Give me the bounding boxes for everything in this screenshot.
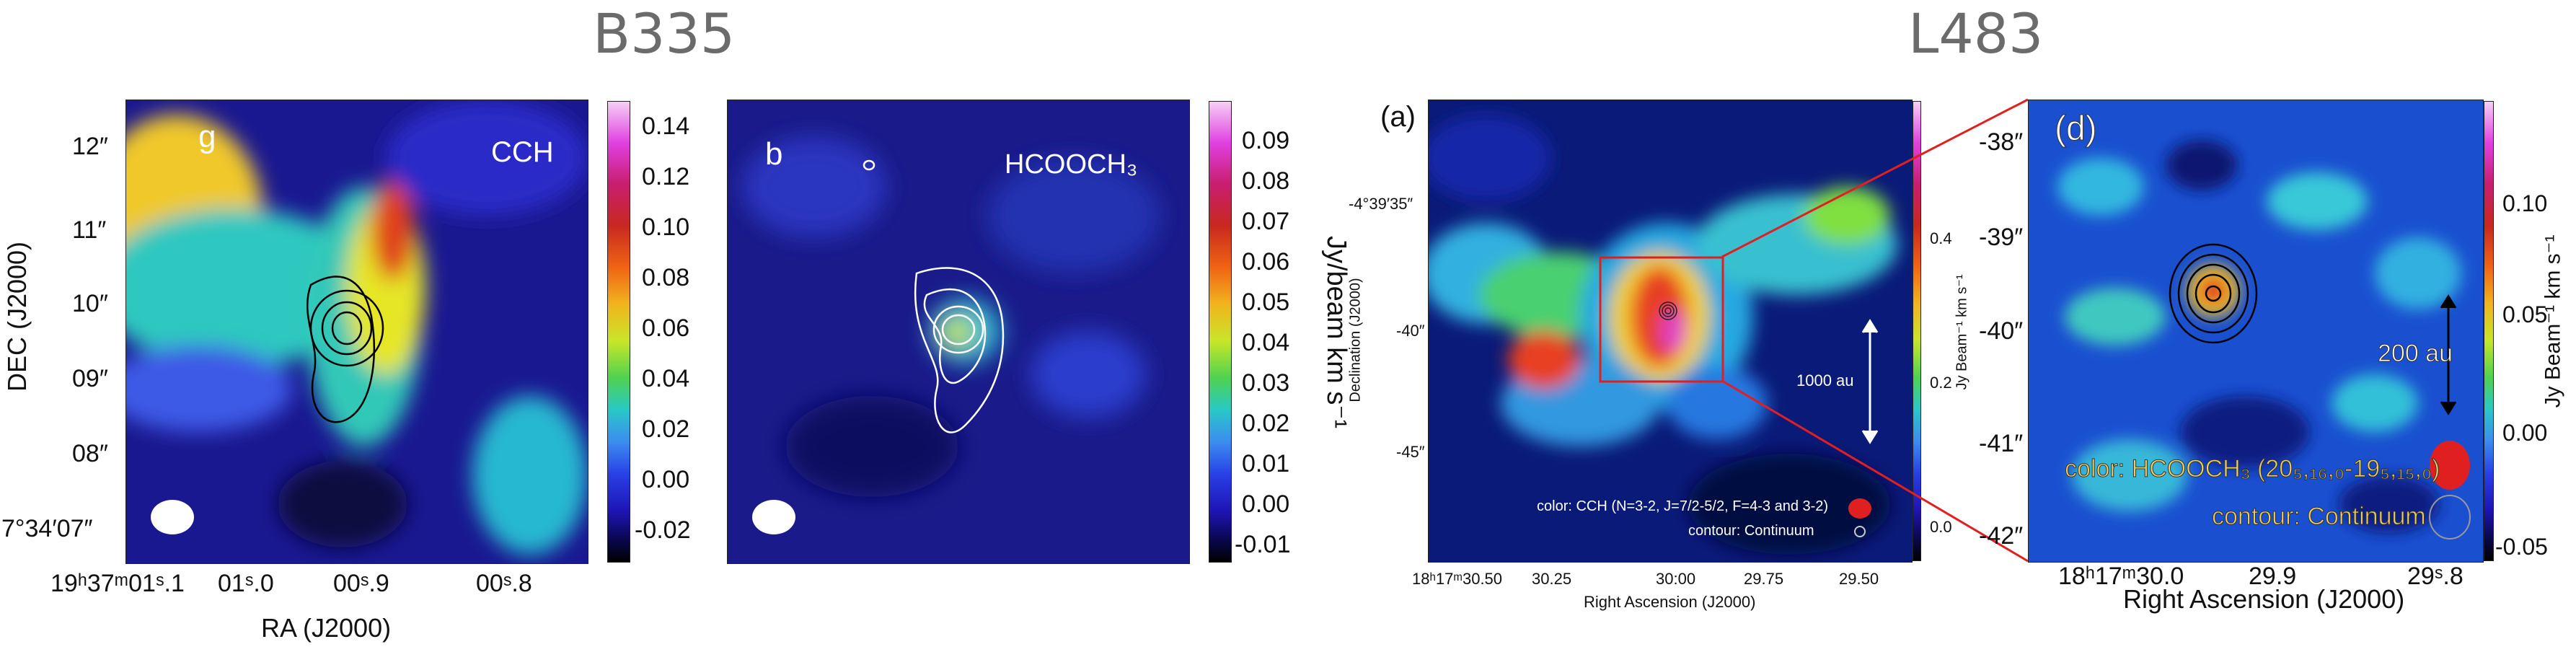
panel-g-cch-map: g CCH — [125, 100, 588, 564]
panel-g-colorbar — [607, 101, 630, 563]
cbar-tick: 0.08 — [1242, 167, 1290, 195]
dec-tick: -42″ — [1979, 522, 2024, 550]
dec-tick: -4°39′35″ — [1349, 195, 1413, 213]
ra-tick: 00ˢ.9 — [333, 570, 389, 597]
dec-tick: -41″ — [1979, 430, 2024, 457]
cbar-tick: 0.05 — [1242, 288, 1290, 316]
cbar-tick: 0.06 — [642, 314, 690, 342]
panel-a-legend-contour: contour: Continuum — [1688, 523, 1814, 539]
panel-g-x-label: RA (J2000) — [261, 613, 392, 643]
panel-a-cbar-label: Jy Beam⁻¹ km s⁻¹ — [1954, 274, 1970, 390]
cbar-tick: 0.06 — [1242, 248, 1290, 276]
panel-d-ra-label: Right Ascension (J2000) — [2123, 584, 2405, 614]
dec-tick: -45″ — [1396, 443, 1425, 461]
cbar-tick: 0.03 — [1242, 369, 1290, 397]
panel-g-molecule: CCH — [491, 136, 554, 168]
ra-tick: 29ˢ.8 — [2407, 563, 2463, 590]
panel-g-letter: g — [198, 119, 216, 154]
cbar-tick: 0.05 — [2502, 301, 2548, 327]
panel-d-legend-contour: contour: Continuum — [2212, 503, 2427, 531]
cbar-tick: 0.2 — [1930, 374, 1952, 392]
panel-b-molecule: HCOOCH₃ — [1005, 149, 1138, 180]
cbar-tick: -0.01 — [1235, 531, 1291, 558]
cbar-tick: 0.00 — [1242, 490, 1290, 518]
cbar-tick: 0.02 — [642, 415, 690, 443]
dec-tick: -39″ — [1979, 224, 2024, 251]
dec-tick: -40″ — [1979, 317, 2024, 345]
cbar-tick: 0.00 — [2502, 420, 2548, 446]
panel-a-colorbar — [1913, 101, 1921, 561]
cbar-tick: 0.04 — [642, 365, 690, 392]
dec-tick: -38″ — [1979, 128, 2024, 156]
ra-tick: 30.25 — [1532, 570, 1572, 588]
cbar-tick: 0.0 — [1930, 518, 1952, 536]
cbar-tick: 0.4 — [1930, 229, 1952, 247]
title-l483: L483 — [1908, 1, 2044, 66]
panel-a-letter: (a) — [1380, 101, 1416, 133]
dec-tick: 11″ — [72, 216, 107, 244]
ra-tick: 18ʰ17ᵐ30.0 — [2058, 563, 2184, 590]
panel-b-letter: b — [765, 136, 783, 172]
ra-tick: 01ˢ.0 — [218, 570, 274, 597]
ra-tick: 00ˢ.8 — [476, 570, 532, 597]
ra-tick: 29.9 — [2249, 563, 2297, 590]
cbar-tick: -0.05 — [2495, 534, 2548, 560]
panel-g-y-label: DEC (J2000) — [2, 241, 32, 392]
cbar-tick: 0.08 — [642, 264, 690, 291]
panel-a-ra-label: Right Ascension (J2000) — [1584, 593, 1756, 611]
panel-a-legend-color: color: CCH (N=3-2, J=7/2-5/2, F=4-3 and … — [1537, 498, 1829, 514]
dec-tick: 10″ — [72, 290, 108, 317]
dec-tick: 08″ — [72, 440, 108, 467]
panel-d-scale-label: 200 au — [2378, 340, 2453, 368]
ra-tick: 29.50 — [1839, 570, 1879, 588]
dec-tick: 09″ — [72, 365, 108, 392]
cbar-tick: 0.14 — [642, 113, 690, 140]
ra-tick: 19ʰ37ᵐ01ˢ.1 — [50, 570, 185, 597]
title-b335: B335 — [593, 1, 736, 66]
cbar-tick: 0.01 — [1242, 450, 1290, 477]
panel-b-colorbar — [1209, 101, 1232, 563]
ra-tick: 30:00 — [1656, 570, 1696, 588]
dec-tick: 12″ — [72, 133, 108, 160]
dec-tick: 7°34′07″ — [1, 515, 93, 542]
cbar-tick: 0.10 — [2502, 190, 2548, 216]
panel-a-scale-label: 1000 au — [1796, 371, 1854, 389]
panel-d-legend-color: color: HCOOCH₃ (20₅,₁₆,₀-19₅,₁₅,₀) — [2064, 455, 2440, 483]
cbar-tick: 0.00 — [642, 466, 690, 493]
panel-d-colorbar — [2484, 101, 2494, 561]
ra-tick: 18ʰ17ᵐ30.50 — [1412, 570, 1503, 588]
panel-d-letter: (d) — [2055, 110, 2098, 149]
cbar-tick: 0.07 — [1242, 208, 1290, 235]
dec-tick: -40″ — [1396, 322, 1425, 340]
cbar-tick: 0.09 — [1242, 127, 1290, 154]
panel-b-hcooch3-map: b HCOOCH₃ — [727, 100, 1190, 564]
panel-d-cbar-label: Jy Beam⁻¹ km s⁻¹ — [2541, 234, 2565, 408]
cbar-tick: 0.04 — [1242, 329, 1290, 356]
panel-a-cch-map: 1000 au color: CCH (N=3-2, J=7/2-5/2, F=… — [1428, 100, 1913, 563]
ra-tick: 29.75 — [1744, 570, 1784, 588]
panel-a-dec-label: Declination (J2000) — [1347, 278, 1364, 402]
cbar-tick: 0.10 — [642, 213, 690, 241]
cbar-tick: 0.12 — [642, 163, 690, 190]
cbar-tick: -0.02 — [635, 516, 691, 544]
cbar-tick: 0.02 — [1242, 410, 1290, 437]
panel-d-hcooch3-map: (d) 200 au color: HCOOCH₃ (20₅,₁₆,₀-19₅,… — [2028, 100, 2484, 563]
